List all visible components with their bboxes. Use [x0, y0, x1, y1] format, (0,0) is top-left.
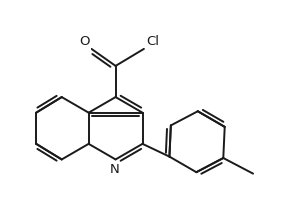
- Text: O: O: [79, 35, 90, 48]
- Text: Cl: Cl: [146, 35, 159, 48]
- Text: N: N: [110, 163, 120, 176]
